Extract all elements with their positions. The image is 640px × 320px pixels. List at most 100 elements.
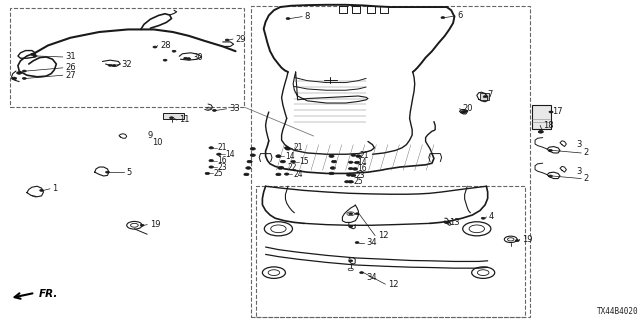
Bar: [251, 6, 530, 317]
Circle shape: [351, 174, 356, 177]
Text: 21: 21: [218, 143, 227, 152]
Text: 17: 17: [552, 107, 563, 116]
Circle shape: [548, 149, 552, 151]
Circle shape: [549, 111, 553, 113]
Text: 8: 8: [305, 12, 310, 21]
Text: 20: 20: [462, 104, 472, 113]
Circle shape: [40, 189, 44, 191]
Circle shape: [329, 172, 334, 175]
Text: 23: 23: [218, 163, 227, 172]
Circle shape: [285, 173, 289, 175]
Circle shape: [349, 213, 353, 215]
Text: 2: 2: [584, 174, 589, 183]
Circle shape: [244, 173, 249, 176]
Circle shape: [464, 110, 468, 112]
Circle shape: [276, 155, 280, 157]
Circle shape: [280, 160, 285, 163]
Circle shape: [17, 72, 22, 74]
Circle shape: [349, 260, 353, 262]
Bar: [256, 186, 525, 317]
Circle shape: [515, 240, 519, 242]
Text: 3: 3: [576, 140, 581, 149]
Circle shape: [276, 173, 281, 176]
Circle shape: [140, 224, 144, 226]
Circle shape: [247, 160, 252, 163]
Circle shape: [344, 180, 349, 183]
Text: 1: 1: [52, 184, 58, 193]
Text: 11: 11: [179, 116, 189, 124]
Text: 15: 15: [300, 157, 309, 166]
Text: 27: 27: [65, 71, 76, 80]
Text: 4: 4: [489, 212, 494, 221]
Text: 33: 33: [229, 104, 240, 113]
Circle shape: [170, 117, 173, 119]
Text: 14: 14: [357, 158, 367, 167]
Circle shape: [285, 147, 289, 149]
Circle shape: [481, 217, 485, 219]
Text: 21: 21: [360, 151, 369, 160]
Circle shape: [205, 172, 210, 175]
Circle shape: [108, 64, 112, 66]
Circle shape: [329, 155, 334, 157]
Circle shape: [246, 167, 251, 169]
Circle shape: [353, 168, 358, 170]
Text: 2: 2: [584, 148, 589, 157]
Circle shape: [539, 131, 543, 133]
Circle shape: [349, 161, 353, 163]
Text: 16: 16: [218, 156, 227, 165]
Text: 7: 7: [488, 90, 493, 99]
Circle shape: [187, 58, 191, 60]
Circle shape: [22, 77, 26, 79]
Circle shape: [209, 147, 214, 149]
Circle shape: [538, 131, 543, 133]
Circle shape: [184, 57, 188, 59]
Circle shape: [153, 46, 157, 48]
Circle shape: [444, 221, 448, 223]
Text: 19: 19: [150, 220, 160, 229]
Circle shape: [355, 161, 360, 164]
Circle shape: [33, 55, 37, 57]
Text: 16: 16: [357, 164, 367, 173]
Circle shape: [106, 171, 109, 173]
Text: 19: 19: [522, 235, 532, 244]
Text: 22: 22: [288, 163, 298, 172]
Circle shape: [441, 17, 445, 19]
Circle shape: [31, 53, 36, 56]
Circle shape: [332, 160, 337, 163]
Text: TX44B4020: TX44B4020: [597, 307, 639, 316]
Text: 34: 34: [366, 273, 377, 282]
Text: 25: 25: [353, 177, 363, 186]
Circle shape: [172, 50, 176, 52]
Text: 32: 32: [122, 60, 132, 69]
Circle shape: [351, 154, 356, 156]
Circle shape: [446, 221, 450, 223]
Bar: [10, 8, 244, 107]
Text: 12: 12: [378, 231, 388, 240]
Text: 26: 26: [65, 63, 76, 72]
Text: FR.: FR.: [38, 289, 58, 299]
Text: 24: 24: [293, 170, 303, 179]
Bar: [480, 93, 489, 100]
Circle shape: [278, 167, 283, 169]
Circle shape: [291, 160, 296, 163]
Circle shape: [548, 175, 552, 177]
Circle shape: [163, 59, 167, 61]
Circle shape: [330, 167, 335, 169]
Circle shape: [225, 39, 229, 41]
Text: 25: 25: [214, 169, 223, 178]
Circle shape: [360, 272, 364, 274]
Circle shape: [347, 174, 351, 176]
Circle shape: [12, 77, 17, 80]
Text: 6: 6: [458, 12, 463, 20]
Circle shape: [461, 111, 466, 113]
Text: 29: 29: [236, 35, 246, 44]
Text: 28: 28: [160, 41, 171, 50]
Circle shape: [209, 159, 214, 162]
Text: 23: 23: [355, 171, 365, 180]
Circle shape: [280, 166, 284, 169]
Circle shape: [209, 166, 214, 168]
Circle shape: [355, 242, 359, 244]
Circle shape: [276, 155, 281, 157]
Text: 3: 3: [576, 167, 581, 176]
Circle shape: [286, 18, 290, 20]
